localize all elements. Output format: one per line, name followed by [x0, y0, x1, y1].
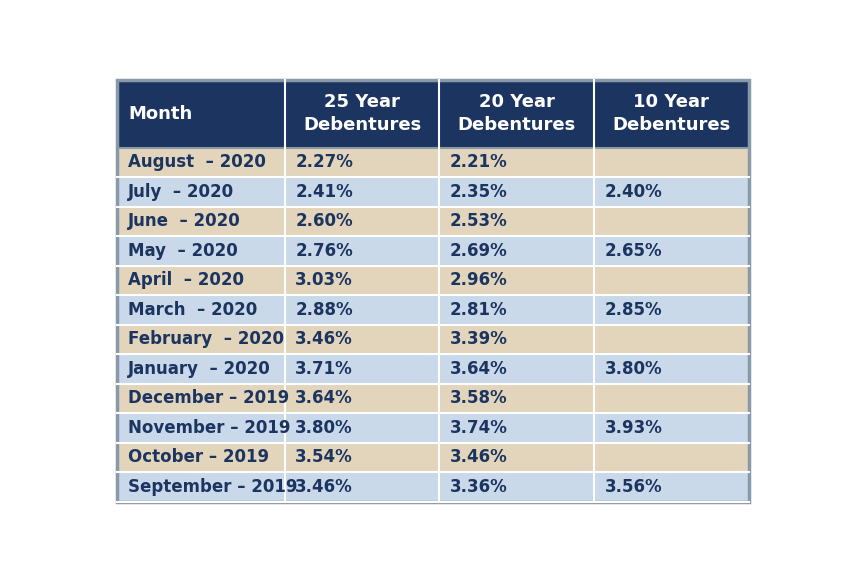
Bar: [117, 236, 284, 266]
Bar: [439, 354, 593, 384]
Bar: [439, 413, 593, 443]
Bar: [439, 384, 593, 413]
Bar: [593, 325, 748, 354]
Bar: [284, 236, 439, 266]
Bar: [439, 295, 593, 325]
Text: 3.64%: 3.64%: [295, 389, 353, 407]
Text: 3.46%: 3.46%: [449, 448, 507, 467]
Bar: [593, 207, 748, 236]
Text: 3.03%: 3.03%: [295, 271, 353, 289]
Bar: [593, 354, 748, 384]
Text: 2.96%: 2.96%: [449, 271, 507, 289]
Text: October – 2019: October – 2019: [127, 448, 268, 467]
Bar: [284, 413, 439, 443]
Text: 3.64%: 3.64%: [449, 360, 507, 378]
Bar: [593, 79, 748, 148]
Text: 3.54%: 3.54%: [295, 448, 353, 467]
Bar: [117, 443, 284, 472]
Bar: [593, 472, 748, 501]
Bar: [439, 325, 593, 354]
Bar: [117, 148, 284, 177]
Bar: [439, 266, 593, 295]
Bar: [117, 207, 284, 236]
Text: 2.27%: 2.27%: [295, 154, 353, 171]
Bar: [593, 148, 748, 177]
Bar: [593, 177, 748, 207]
Bar: [284, 177, 439, 207]
Bar: [117, 325, 284, 354]
Bar: [117, 472, 284, 501]
Text: April  – 2020: April – 2020: [127, 271, 244, 289]
Text: 3.80%: 3.80%: [295, 419, 353, 437]
Bar: [284, 443, 439, 472]
Bar: [439, 79, 593, 148]
Bar: [593, 443, 748, 472]
Text: 3.74%: 3.74%: [449, 419, 507, 437]
Text: 2.81%: 2.81%: [449, 301, 507, 319]
Text: February  – 2020: February – 2020: [127, 331, 284, 348]
Text: 25 Year
Debentures: 25 Year Debentures: [302, 94, 420, 134]
Bar: [117, 413, 284, 443]
Bar: [117, 295, 284, 325]
Text: 2.88%: 2.88%: [295, 301, 353, 319]
Text: August  – 2020: August – 2020: [127, 154, 266, 171]
Text: 3.56%: 3.56%: [603, 478, 662, 496]
Text: September – 2019: September – 2019: [127, 478, 297, 496]
Bar: [117, 384, 284, 413]
Text: March  – 2020: March – 2020: [127, 301, 257, 319]
Bar: [284, 384, 439, 413]
Text: 3.46%: 3.46%: [295, 478, 353, 496]
Bar: [593, 236, 748, 266]
Bar: [117, 177, 284, 207]
Text: 3.39%: 3.39%: [449, 331, 507, 348]
Text: July  – 2020: July – 2020: [127, 183, 234, 201]
Bar: [593, 413, 748, 443]
Text: 3.71%: 3.71%: [295, 360, 353, 378]
Text: 3.80%: 3.80%: [603, 360, 662, 378]
Bar: [284, 325, 439, 354]
Bar: [439, 236, 593, 266]
Text: 3.93%: 3.93%: [603, 419, 662, 437]
Text: May  – 2020: May – 2020: [127, 242, 237, 260]
Text: 3.36%: 3.36%: [449, 478, 507, 496]
Text: 2.21%: 2.21%: [449, 154, 507, 171]
Bar: [439, 443, 593, 472]
Bar: [593, 295, 748, 325]
Bar: [284, 354, 439, 384]
Bar: [117, 79, 284, 148]
Text: 2.65%: 2.65%: [603, 242, 662, 260]
Text: 20 Year
Debentures: 20 Year Debentures: [457, 94, 575, 134]
Bar: [284, 295, 439, 325]
Text: 3.46%: 3.46%: [295, 331, 353, 348]
Text: June  – 2020: June – 2020: [127, 212, 241, 230]
Text: 10 Year
Debentures: 10 Year Debentures: [612, 94, 730, 134]
Text: 3.58%: 3.58%: [449, 389, 507, 407]
Bar: [439, 177, 593, 207]
Bar: [284, 148, 439, 177]
Text: 2.85%: 2.85%: [603, 301, 662, 319]
Bar: [117, 354, 284, 384]
Bar: [284, 472, 439, 501]
Bar: [117, 266, 284, 295]
Text: 2.35%: 2.35%: [449, 183, 507, 201]
Text: 2.41%: 2.41%: [295, 183, 353, 201]
Text: 2.69%: 2.69%: [449, 242, 507, 260]
Text: December – 2019: December – 2019: [127, 389, 289, 407]
Bar: [439, 472, 593, 501]
Text: 2.76%: 2.76%: [295, 242, 353, 260]
Text: November – 2019: November – 2019: [127, 419, 290, 437]
Bar: [439, 207, 593, 236]
Text: Month: Month: [127, 104, 192, 123]
Text: 2.53%: 2.53%: [449, 212, 507, 230]
Bar: [593, 266, 748, 295]
Text: 2.60%: 2.60%: [295, 212, 353, 230]
Bar: [284, 266, 439, 295]
Bar: [593, 384, 748, 413]
Bar: [284, 207, 439, 236]
Text: 2.40%: 2.40%: [603, 183, 662, 201]
Bar: [284, 79, 439, 148]
Text: January  – 2020: January – 2020: [127, 360, 270, 378]
Bar: [439, 148, 593, 177]
